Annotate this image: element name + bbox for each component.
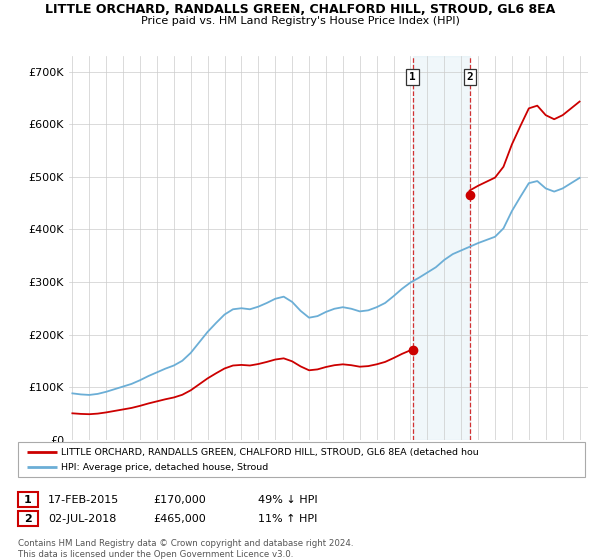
Text: 49% ↓ HPI: 49% ↓ HPI bbox=[258, 494, 317, 505]
Text: 2: 2 bbox=[466, 72, 473, 82]
Text: HPI: Average price, detached house, Stroud: HPI: Average price, detached house, Stro… bbox=[61, 463, 268, 472]
Text: £170,000: £170,000 bbox=[153, 494, 206, 505]
Text: 17-FEB-2015: 17-FEB-2015 bbox=[48, 494, 119, 505]
Text: Price paid vs. HM Land Registry's House Price Index (HPI): Price paid vs. HM Land Registry's House … bbox=[140, 16, 460, 26]
Text: LITTLE ORCHARD, RANDALLS GREEN, CHALFORD HILL, STROUD, GL6 8EA: LITTLE ORCHARD, RANDALLS GREEN, CHALFORD… bbox=[45, 3, 555, 16]
Text: 1: 1 bbox=[409, 72, 416, 82]
Bar bbox=[413, 56, 470, 440]
Text: Contains HM Land Registry data © Crown copyright and database right 2024.
This d: Contains HM Land Registry data © Crown c… bbox=[18, 539, 353, 559]
Text: 02-JUL-2018: 02-JUL-2018 bbox=[48, 514, 116, 524]
Text: 11% ↑ HPI: 11% ↑ HPI bbox=[258, 514, 317, 524]
Text: £465,000: £465,000 bbox=[153, 514, 206, 524]
Text: 2: 2 bbox=[24, 514, 32, 524]
Text: 1: 1 bbox=[24, 494, 32, 505]
Text: LITTLE ORCHARD, RANDALLS GREEN, CHALFORD HILL, STROUD, GL6 8EA (detached hou: LITTLE ORCHARD, RANDALLS GREEN, CHALFORD… bbox=[61, 447, 479, 456]
